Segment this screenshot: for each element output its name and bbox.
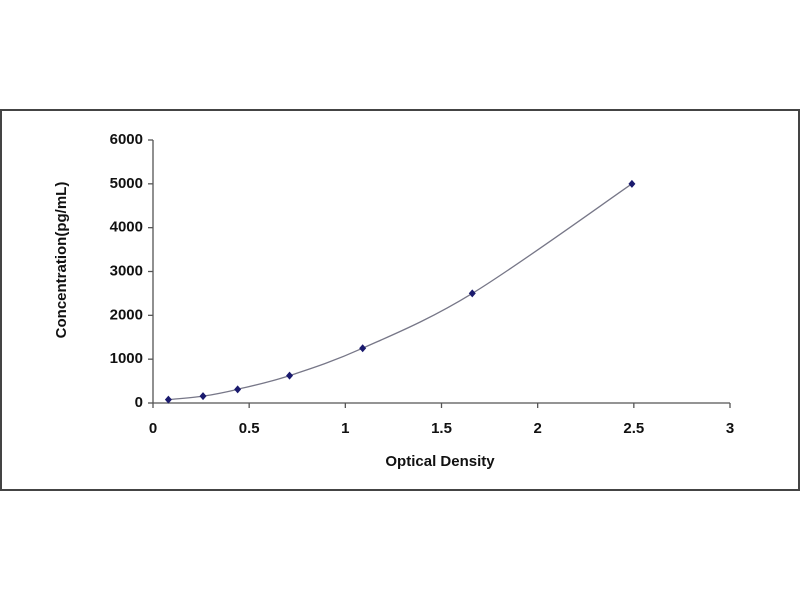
- x-tick-label: 2: [533, 420, 541, 437]
- data-point: [286, 371, 294, 380]
- x-tick-label: 0.5: [239, 420, 260, 437]
- x-tick-label: 1: [341, 420, 349, 437]
- data-point: [628, 179, 636, 188]
- x-tick-label: 3: [726, 420, 734, 437]
- data-point: [164, 395, 172, 404]
- x-tick-label: 0: [149, 420, 157, 437]
- data-point: [359, 344, 367, 353]
- data-point: [468, 289, 476, 298]
- x-axis-label: Optical Density: [385, 453, 495, 470]
- y-tick-label: 6000: [110, 131, 143, 148]
- data-point: [234, 385, 242, 394]
- x-tick-label: 1.5: [431, 420, 452, 437]
- y-tick-label: 2000: [110, 306, 143, 323]
- chart-frame: [0, 109, 800, 491]
- y-axis-label: Concentration(pg/mL): [53, 182, 70, 339]
- data-point: [199, 392, 207, 401]
- y-tick-label: 4000: [110, 219, 143, 236]
- trend-line: [168, 183, 633, 401]
- y-tick-label: 5000: [110, 175, 143, 192]
- y-tick-label: 3000: [110, 262, 143, 279]
- y-tick-label: 1000: [110, 350, 143, 367]
- x-tick-label: 2.5: [623, 420, 644, 437]
- y-tick-label: 0: [135, 394, 143, 411]
